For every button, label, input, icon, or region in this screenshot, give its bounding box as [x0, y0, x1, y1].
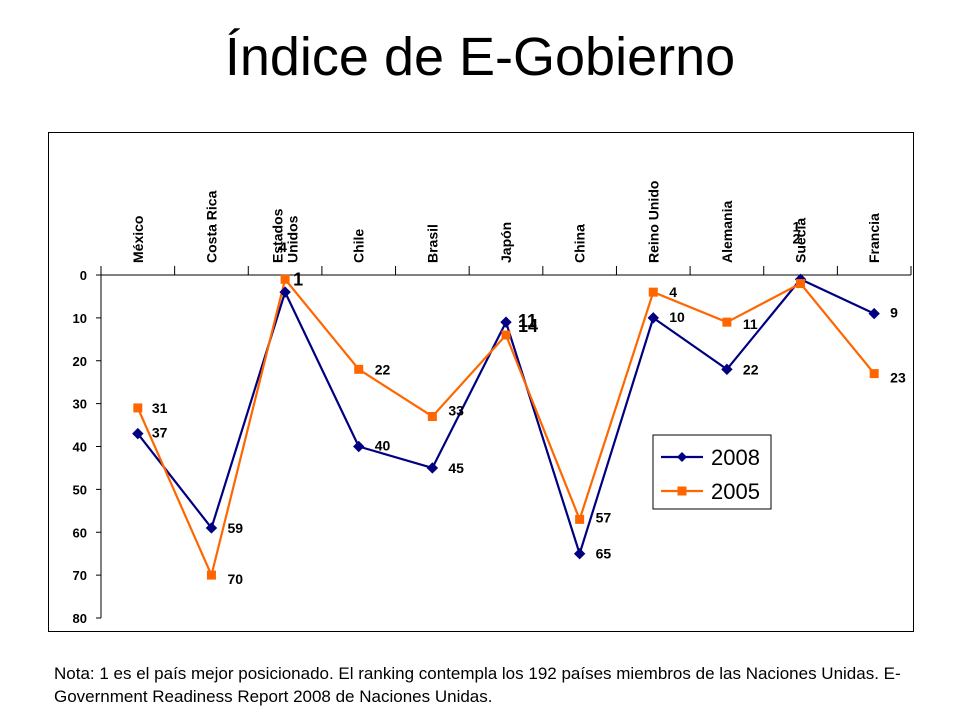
x-category-label: Estados — [270, 208, 286, 263]
data-point-2005 — [575, 514, 585, 524]
data-label-2008: 40 — [375, 438, 391, 454]
y-tick-label: 50 — [73, 482, 87, 497]
data-label-2005: 70 — [227, 571, 243, 587]
data-point-2008 — [647, 312, 659, 324]
y-tick-label: 70 — [73, 568, 87, 583]
data-label-2005: 11 — [743, 316, 758, 332]
y-tick-label: 40 — [73, 440, 87, 455]
data-label-2008: 22 — [743, 361, 759, 377]
data-point-2008 — [279, 286, 291, 298]
data-label-2008: 9 — [890, 305, 898, 321]
data-label-2008: 1 — [793, 218, 801, 234]
data-point-2005 — [427, 411, 437, 421]
legend-label-2005: 2005 — [711, 479, 760, 504]
data-label-2008: 10 — [669, 309, 685, 325]
data-label-2005: 14 — [518, 316, 538, 336]
data-label-2008: 11 — [518, 311, 537, 331]
data-label-2005: 57 — [596, 509, 612, 525]
y-tick-label: 0 — [80, 268, 87, 283]
data-point-2008 — [426, 462, 439, 474]
x-category-label: Japón — [498, 222, 514, 263]
data-label-2008: 4 — [279, 239, 287, 255]
legend-box — [652, 434, 772, 510]
x-category-label: Chile — [351, 229, 367, 263]
y-tick-label: 80 — [73, 611, 87, 626]
legend-label-2008: 2008 — [711, 445, 760, 470]
data-point-2005 — [869, 369, 879, 379]
x-category-label: Alemania — [719, 201, 735, 263]
data-point-2008 — [205, 522, 218, 534]
legend-marker-2005 — [677, 486, 687, 496]
data-label-2005: 4 — [669, 284, 677, 300]
legend-marker-2008 — [677, 452, 687, 462]
data-label-2005: 31 — [152, 400, 168, 416]
data-point-2008 — [721, 363, 733, 376]
data-point-2005 — [280, 274, 290, 284]
data-point-2005 — [722, 317, 732, 327]
y-tick-label: 20 — [73, 354, 87, 369]
data-label-2005: 33 — [448, 402, 464, 418]
x-category-label: Unidos — [285, 215, 301, 263]
data-label-2008: 65 — [596, 546, 612, 562]
y-tick-label: 60 — [73, 525, 87, 540]
data-point-2005 — [354, 364, 364, 374]
data-label-2005: 22 — [375, 361, 391, 377]
x-category-label: Brasil — [424, 224, 440, 263]
data-label-2008: 37 — [152, 425, 168, 441]
y-tick-label: 10 — [73, 311, 87, 326]
data-point-2005 — [206, 570, 216, 580]
y-tick-label: 30 — [73, 397, 87, 412]
data-point-2008 — [573, 547, 586, 560]
data-label-2008: 45 — [448, 460, 464, 476]
x-category-label: Francia — [866, 213, 882, 263]
data-label-2008: 59 — [227, 520, 243, 536]
footnote: Nota: 1 es el país mejor posicionado. El… — [54, 664, 901, 706]
data-point-2008 — [868, 307, 880, 320]
x-category-label: Costa Rica — [203, 190, 219, 263]
data-label-2005: 1 — [293, 269, 303, 289]
data-label-2005: 23 — [890, 370, 906, 386]
data-point-2005 — [501, 330, 511, 340]
x-category-label: China — [572, 224, 588, 263]
chart-area: 0 10 20 30 40 50 60 70 80 México Costa Rica Estados… — [48, 132, 914, 632]
page-title: Índice de E-Gobierno — [224, 27, 736, 87]
data-point-2008 — [353, 440, 365, 453]
x-category-label: Reino Unido — [645, 181, 661, 263]
data-point-2005 — [133, 403, 143, 413]
x-category-label: Suecia — [793, 218, 809, 263]
data-point-2008 — [132, 427, 144, 440]
data-point-2005 — [796, 279, 806, 289]
data-point-2008 — [500, 316, 512, 328]
data-point-2005 — [648, 287, 658, 297]
line-chart: 0 10 20 30 40 50 60 70 80 México Costa Rica Estados… — [73, 181, 912, 626]
x-category-label: México — [130, 216, 146, 263]
data-label-2005: 2 — [793, 231, 801, 247]
